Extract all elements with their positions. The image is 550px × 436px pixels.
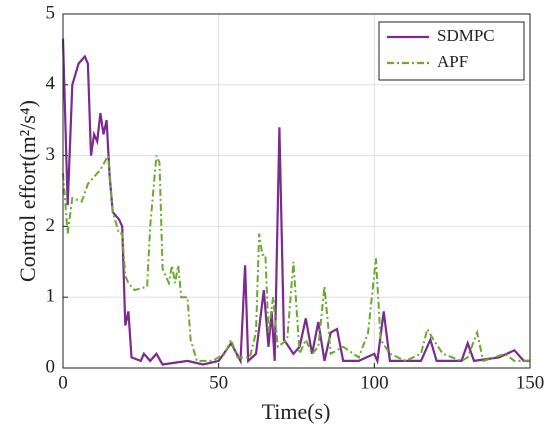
- y-tick-label: 3: [46, 144, 56, 165]
- legend-label: SDMPC: [437, 26, 495, 45]
- legend-box: [378, 21, 525, 81]
- y-axis-label: Control effort(m²/s⁴): [15, 100, 40, 282]
- y-tick-label: 4: [46, 73, 56, 94]
- y-tick-label: 5: [46, 2, 56, 23]
- x-tick-label: 50: [209, 372, 228, 393]
- legend-label: APF: [437, 52, 468, 71]
- data-line: [61, 38, 530, 366]
- data-line: [62, 152, 530, 363]
- x-tick-label: 0: [58, 372, 68, 393]
- y-tick-label: 2: [46, 215, 56, 236]
- x-axis-label: Time(s): [262, 399, 331, 424]
- plot-frame: [62, 13, 531, 369]
- x-tick-label: 150: [516, 372, 545, 393]
- y-tick-label: 1: [46, 286, 56, 307]
- x-tick-label: 100: [360, 372, 389, 393]
- y-tick-label: 0: [46, 356, 56, 377]
